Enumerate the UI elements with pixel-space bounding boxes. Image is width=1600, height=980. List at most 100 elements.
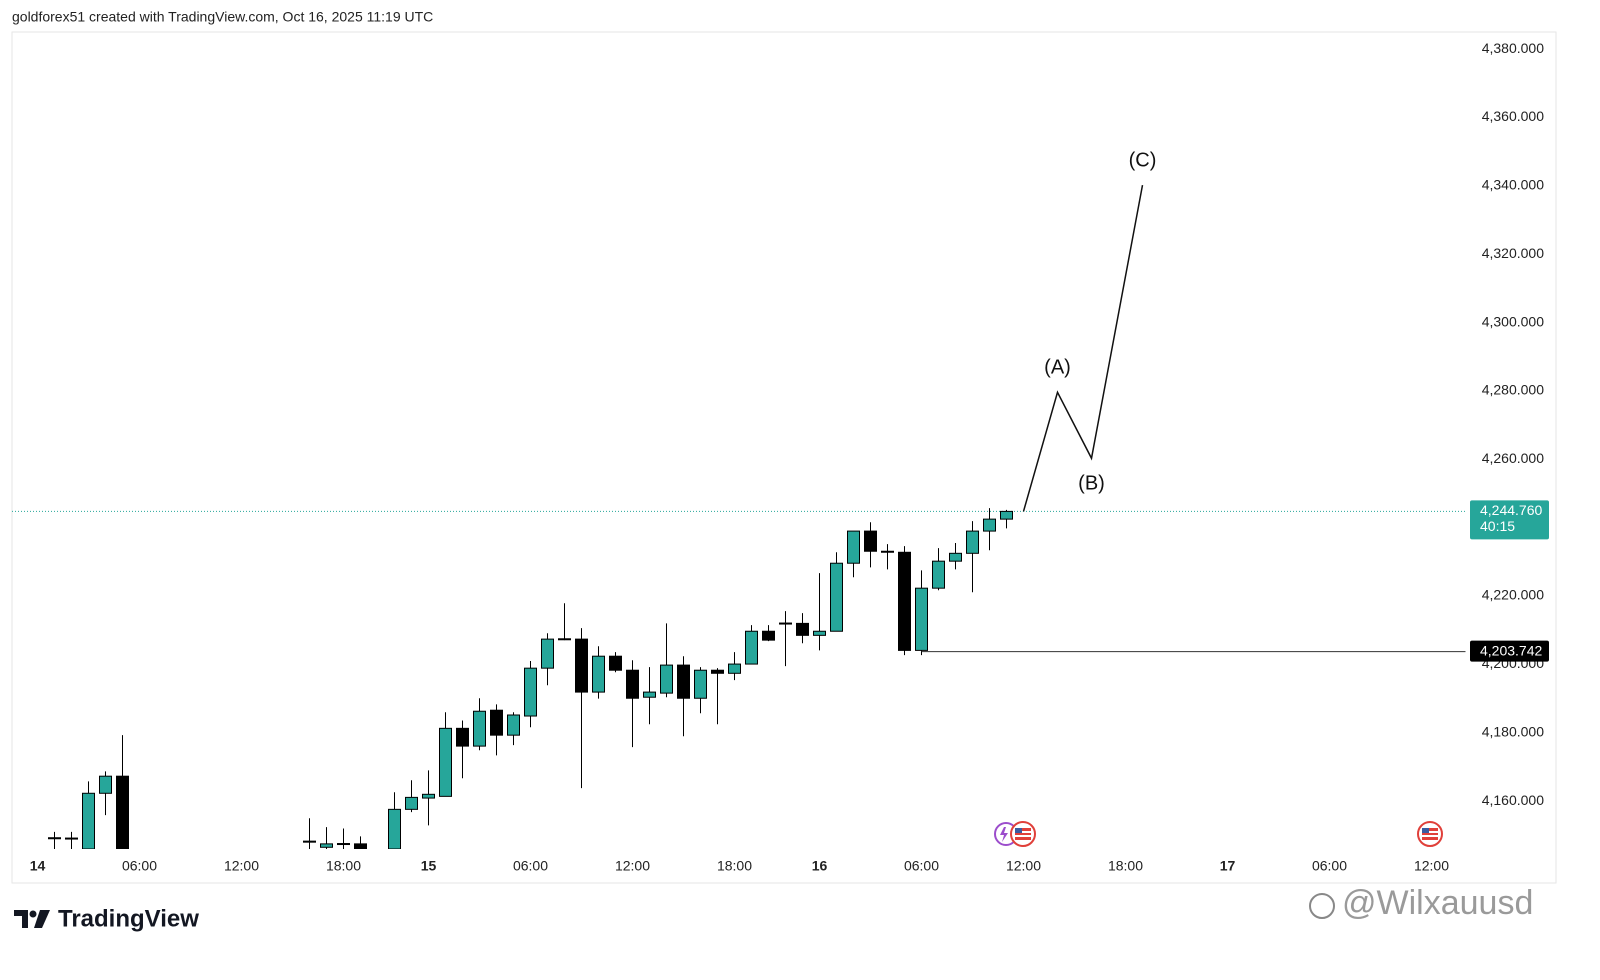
brand-logo (14, 910, 50, 928)
y-tick-label: 4,380.000 (1482, 40, 1544, 56)
x-tick-label: 17 (1220, 858, 1236, 874)
y-tick-label: 4,160.000 (1482, 792, 1544, 808)
candle-body (847, 530, 860, 564)
candle-body (796, 622, 809, 636)
countdown: 40:15 (1480, 518, 1515, 534)
candle-body (813, 630, 826, 636)
candle-body (830, 562, 843, 632)
candle-body (337, 843, 350, 846)
candle-body (473, 710, 486, 747)
watermark-icon-ring (1309, 893, 1335, 919)
candle-body (354, 843, 367, 849)
candle-body (881, 550, 894, 553)
candle-body (48, 837, 61, 840)
x-tick-label: 06:00 (1312, 858, 1347, 874)
y-tick-label: 4,180.000 (1482, 723, 1544, 739)
candle-body (490, 709, 503, 736)
event-icons (994, 821, 1443, 847)
y-tick-label: 4,260.000 (1482, 450, 1544, 466)
level-badge (1470, 640, 1549, 662)
flag-stripe (1015, 835, 1031, 837)
y-tick-label: 4,280.000 (1482, 382, 1544, 398)
candle-body (728, 663, 741, 674)
last-price-label: 4,244.760 (1480, 502, 1542, 518)
candle-body (762, 630, 775, 641)
event-icon-bolt (1000, 827, 1008, 842)
candle-body (745, 630, 758, 665)
candle-body (82, 792, 95, 849)
wave-path (1022, 185, 1144, 512)
candle-body (320, 843, 333, 848)
flag-stripe (1015, 831, 1031, 833)
candle-body (677, 664, 690, 699)
x-tick-label: 18:00 (326, 858, 361, 874)
flag-stripe (1422, 835, 1438, 837)
candle-body (592, 655, 605, 693)
y-tick-label: 4,360.000 (1482, 108, 1544, 124)
x-tick-label: 06:00 (122, 858, 157, 874)
candle-body (541, 638, 554, 669)
x-tick-label: 06:00 (513, 858, 548, 874)
candle-body (575, 638, 588, 693)
x-tick-label: 12:00 (224, 858, 259, 874)
candle-body (558, 638, 571, 641)
candle-body (99, 775, 112, 794)
x-tick-label: 06:00 (904, 858, 939, 874)
flag-canton (1015, 828, 1022, 833)
x-tick-label: 15 (421, 858, 437, 874)
plot-area (12, 185, 1466, 849)
flag-stripe (1422, 831, 1438, 833)
x-tick-label: 12:00 (1414, 858, 1449, 874)
candle-body (507, 714, 520, 736)
candle-body (405, 796, 418, 810)
candle-body (660, 664, 673, 694)
last-price-badge (1470, 500, 1549, 540)
candle-body (694, 669, 707, 699)
candle-body (439, 727, 452, 797)
logo-shape (34, 910, 50, 928)
candle-body (422, 793, 435, 799)
candle-body (116, 775, 129, 849)
brand-name: TradingView (58, 905, 199, 932)
level-label: 4,203.742 (1480, 642, 1542, 658)
candle-body (65, 837, 78, 840)
x-tick-label: 16 (812, 858, 828, 874)
candle-body (1000, 510, 1013, 520)
candle-body (898, 551, 911, 651)
x-tick-label: 12:00 (615, 858, 650, 874)
candle-body (626, 669, 639, 699)
logo-shape (29, 910, 37, 918)
candle-body (983, 518, 996, 532)
logo-shape (14, 910, 28, 928)
candle-body (915, 587, 928, 651)
candle-body (456, 727, 469, 747)
y-tick-label: 4,300.000 (1482, 313, 1544, 329)
candle-body (779, 622, 792, 625)
watermark-icon (1309, 893, 1335, 919)
x-tick-label: 18:00 (717, 858, 752, 874)
chart-frame (11, 31, 1557, 884)
watermark: @Wilxauusd (1342, 884, 1533, 922)
candle-body (932, 560, 945, 589)
wave-label: (B) (1078, 473, 1105, 495)
candle-body (643, 691, 656, 698)
candle-body (966, 530, 979, 554)
x-tick-label: 12:00 (1006, 858, 1041, 874)
y-tick-label: 4,340.000 (1482, 177, 1544, 193)
wave-label: (C) (1129, 149, 1157, 171)
candle-body (949, 552, 962, 562)
y-tick-label: 4,220.000 (1482, 587, 1544, 603)
header-text: goldforex51 created with TradingView.com… (12, 9, 433, 25)
candle-body (864, 530, 877, 552)
candle-body (711, 669, 724, 674)
wave-label: (A) (1044, 357, 1071, 379)
axes: 4,160.0004,180.0004,200.0004,220.0004,24… (30, 40, 1549, 874)
y-tick-label: 4,320.000 (1482, 245, 1544, 261)
x-tick-label: 14 (30, 858, 46, 874)
flag-canton (1422, 828, 1429, 833)
candle-body (609, 655, 622, 671)
candle-body (303, 840, 316, 843)
candle-body (388, 808, 401, 849)
